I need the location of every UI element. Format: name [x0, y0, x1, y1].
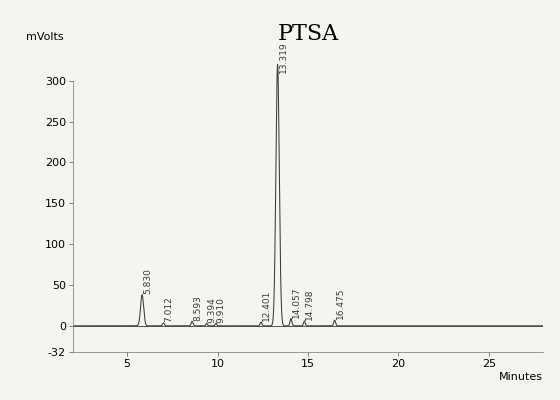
Text: 14.798: 14.798: [305, 289, 314, 320]
Text: 7.012: 7.012: [165, 296, 174, 322]
X-axis label: Minutes: Minutes: [499, 372, 543, 382]
Text: 13.319: 13.319: [278, 41, 287, 72]
Y-axis label: mVolts: mVolts: [26, 32, 63, 42]
Text: 5.830: 5.830: [143, 268, 152, 294]
Text: 9.394: 9.394: [207, 297, 217, 322]
Text: 16.475: 16.475: [335, 288, 344, 319]
Text: 14.057: 14.057: [292, 286, 301, 318]
Title: PTSA: PTSA: [277, 23, 339, 45]
Text: 9.910: 9.910: [217, 297, 226, 322]
Text: 12.401: 12.401: [262, 290, 271, 321]
Text: 8.593: 8.593: [193, 295, 202, 320]
